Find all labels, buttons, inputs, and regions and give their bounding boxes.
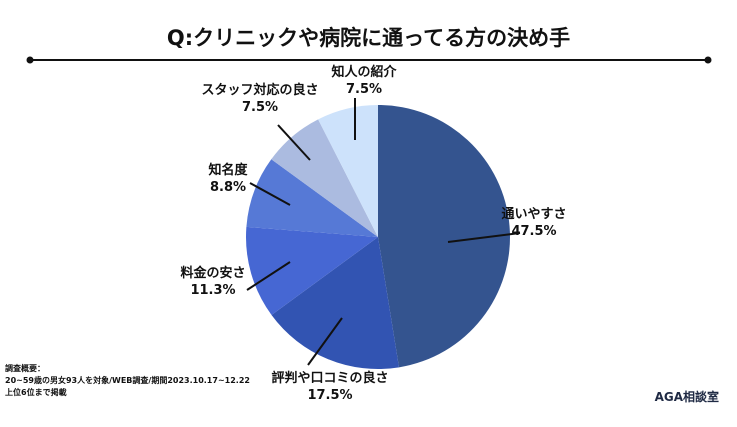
pie-slice-1 [271,237,400,369]
leader-line-2 [246,261,291,291]
slice-label: 知名度 [208,163,248,178]
label-slice-1: 評判や口コミの良さ 17.5% [271,370,388,404]
divider-dot-right [704,56,712,64]
survey-note-heading: 調査概要： [5,364,45,373]
slice-label: 評判や口コミの良さ [271,371,389,386]
pie-slice-2 [246,226,378,316]
survey-note-scope: 上位6位まで掲載 [5,388,67,397]
slice-value-label: 17.5% [307,388,353,403]
slice-label: スタッフ対応の良さ [201,83,319,98]
chart-title: Q:クリニックや病院に通ってる方の決め手 [166,26,571,50]
slice-value-label: 8.8% [209,180,247,195]
pie-slice-4 [271,119,378,237]
slice-label: 知人の紹介 [331,65,397,80]
leader-line-3 [249,182,291,206]
slice-value-label: 11.3% [190,283,236,298]
pie-slice-5 [318,105,378,237]
pie-slice-3 [246,159,378,237]
slice-value-label: 47.5% [511,224,557,239]
slice-label: 通いやすさ [501,207,567,222]
leader-line-0 [447,232,521,243]
label-slice-4: スタッフ対応の良さ 7.5% [201,82,318,116]
survey-note-details: 20~59歳の男女93人を対象/WEB調査/期間2023.10.17~12.22 [5,376,250,385]
label-slice-0: 通いやすさ 47.5% [501,206,566,240]
leader-line-4 [277,124,311,161]
pie-slice-0 [378,105,511,368]
divider-dot-left [26,56,34,64]
slice-value-label: 7.5% [345,82,383,97]
label-slice-5: 知人の紹介 7.5% [331,64,396,98]
label-slice-2: 料金の安さ 11.3% [180,265,245,299]
leader-line-1 [307,317,343,366]
label-slice-3: 知名度 8.8% [208,162,247,196]
slice-label: 料金の安さ [180,266,246,281]
slice-value-label: 7.5% [241,100,279,115]
brand-logo: AGA相談室 [654,390,719,404]
survey-note: 調査概要： 20~59歳の男女93人を対象/WEB調査/期間2023.10.17~… [5,363,250,399]
